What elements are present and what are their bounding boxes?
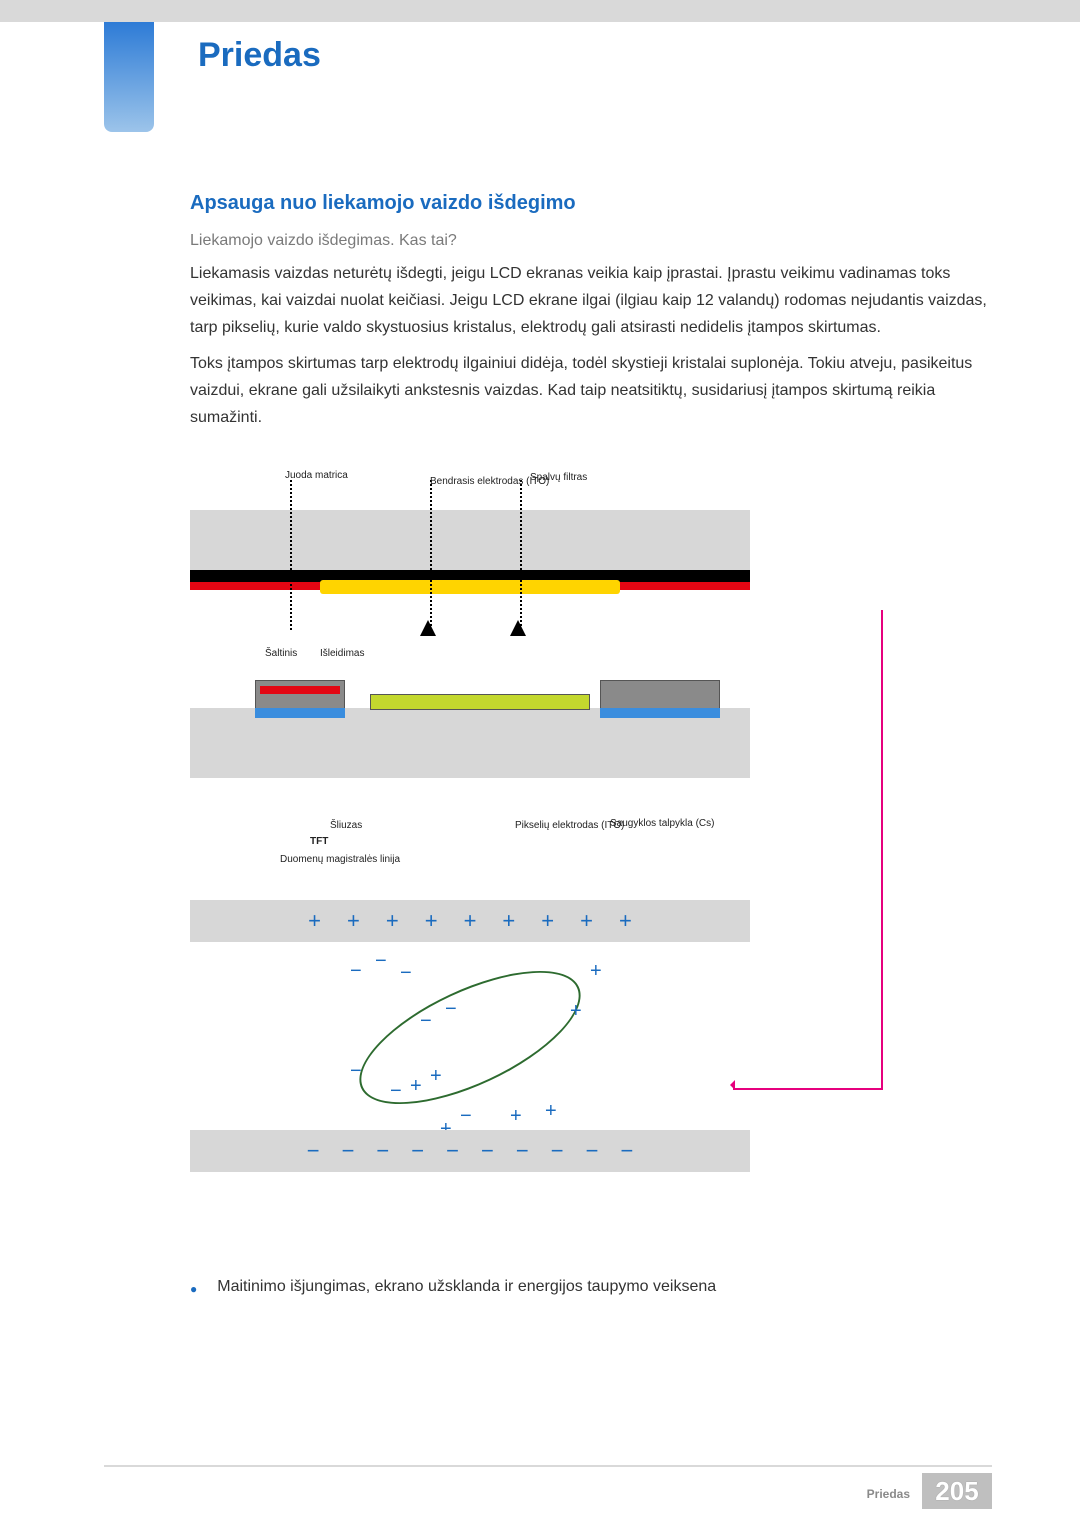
- label-gate: Šliuzas: [330, 820, 362, 831]
- charge-plus: +: [580, 908, 593, 934]
- callout-line-1: [290, 480, 292, 630]
- page-title: Priedas: [198, 36, 321, 75]
- charge-minus: −: [460, 1105, 472, 1128]
- pixel-electrode-strip: [370, 694, 590, 710]
- charge-plus: +: [425, 908, 438, 934]
- section-heading: Apsauga nuo liekamojo vaizdo išdegimo: [190, 192, 576, 215]
- charge-minus: −: [620, 1138, 633, 1164]
- charge-minus: −: [586, 1138, 599, 1164]
- bullet-item: ● Maitinimo išjungimas, ekrano užsklanda…: [190, 1278, 1010, 1300]
- page-number: 205: [935, 1476, 978, 1507]
- charge-plus: +: [545, 1100, 557, 1123]
- label-tft: TFT: [310, 836, 328, 847]
- charge-plus: +: [308, 908, 321, 934]
- red-inner-strip: [260, 686, 340, 694]
- label-source: Šaltinis: [265, 648, 297, 659]
- footer-section-label: Priedas: [867, 1487, 910, 1501]
- charge-minus: −: [350, 1060, 362, 1083]
- label-color-filter: Spalvų filtras: [530, 472, 587, 483]
- charge-plus: +: [590, 960, 602, 983]
- charge-minus: −: [376, 1138, 389, 1164]
- charges-top-strip: + + + + + + + + +: [190, 900, 750, 942]
- charge-plus: +: [510, 1105, 522, 1128]
- label-storage-capacitor: Saugyklos talpykla (Cs): [610, 818, 714, 829]
- label-black-matrix: Juoda matrica: [285, 470, 348, 481]
- charges-bottom-strip: −−−−−−−−−−: [190, 1130, 750, 1172]
- top-bar: [0, 0, 1080, 22]
- charge-plus: +: [386, 908, 399, 934]
- charge-plus: +: [541, 908, 554, 934]
- callout-line-2: [430, 480, 432, 630]
- tft-block-left: [255, 680, 345, 710]
- bullet-dot-icon: ●: [190, 1278, 197, 1300]
- yellow-layer: [320, 580, 620, 594]
- charge-minus: −: [390, 1080, 402, 1103]
- charge-minus: −: [445, 998, 457, 1021]
- charge-plus: +: [619, 908, 632, 934]
- charge-minus: −: [375, 950, 387, 973]
- blue-pad-left: [255, 708, 345, 718]
- charge-plus: +: [502, 908, 515, 934]
- label-pixel-electrode: Pikselių elektrodas (ITO): [515, 820, 624, 831]
- charge-minus: −: [420, 1010, 432, 1033]
- arrow-up-icon: [510, 620, 526, 636]
- charge-plus: +: [464, 908, 477, 934]
- charge-minus: −: [400, 962, 412, 985]
- lower-grey-band: [190, 708, 750, 778]
- charge-plus: +: [410, 1075, 422, 1098]
- arrow-up-icon: [420, 620, 436, 636]
- charge-plus: +: [347, 908, 360, 934]
- charge-minus: −: [481, 1138, 494, 1164]
- section-subheading: Liekamojo vaizdo išdegimas. Kas tai?: [190, 232, 457, 250]
- page-number-tab: 205: [922, 1473, 992, 1509]
- charge-minus: −: [307, 1138, 320, 1164]
- charge-minus: −: [350, 960, 362, 983]
- liquid-crystal-area: −−−+−−+−++−−+++: [290, 950, 650, 1125]
- charge-minus: −: [516, 1138, 529, 1164]
- bullet-text: Maitinimo išjungimas, ekrano užsklanda i…: [217, 1278, 716, 1300]
- charge-plus: +: [430, 1065, 442, 1088]
- label-data-bus-line: Duomenų magistralės linija: [280, 854, 400, 865]
- paragraph-1: Liekamasis vaizdas neturėtų išdegti, jei…: [190, 260, 1010, 342]
- footer-divider: [104, 1465, 992, 1467]
- callout-line-3: [520, 480, 522, 630]
- magenta-callout-arrow: [733, 610, 883, 1090]
- paragraph-2: Toks įtampos skirtumas tarp elektrodų il…: [190, 350, 1010, 432]
- charge-minus: −: [446, 1138, 459, 1164]
- charge-minus: −: [551, 1138, 564, 1164]
- blue-pad-right: [600, 708, 720, 718]
- header-accent-tab: [104, 22, 154, 132]
- tft-block-right: [600, 680, 720, 710]
- charge-plus: +: [570, 1000, 582, 1023]
- label-drain: Išleidimas: [320, 648, 364, 659]
- charge-minus: −: [342, 1138, 355, 1164]
- charge-minus: −: [411, 1138, 424, 1164]
- lcd-cross-section-diagram: Juoda matrica Bendrasis elektrodas (ITO)…: [190, 450, 910, 1210]
